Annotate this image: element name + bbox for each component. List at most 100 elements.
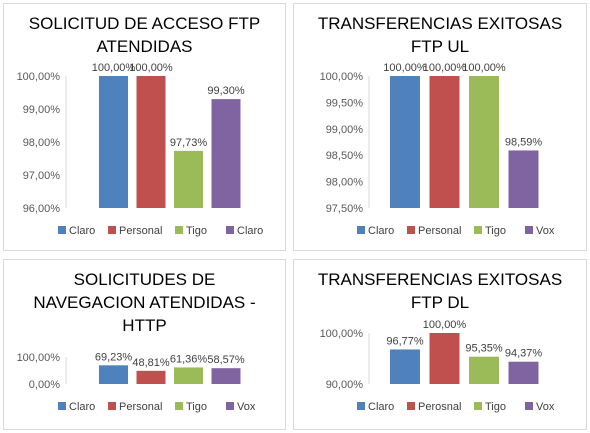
data-label: 98,59%	[505, 136, 543, 148]
chart-plot: 90,00% 100,00% 96,77% 100,00% 95,35% 94,37% Cl…	[320, 319, 555, 413]
y-tick-label: 96,00%	[23, 203, 61, 215]
legend-label: Tigo	[186, 225, 207, 237]
data-label: 97,73%	[170, 137, 208, 149]
chart-title-line: FTP UL	[410, 37, 470, 56]
chart-title: SOLICITUD DE ACCESO FTP ATENDIDAS	[4, 12, 285, 58]
bar-vox	[508, 150, 539, 208]
legend-label: Tigo	[485, 401, 506, 413]
chart-title-line: ATENDIDAS	[96, 37, 193, 56]
data-label: 100,00%	[383, 62, 427, 74]
legend-swatch	[58, 402, 66, 410]
data-label: 100,00%	[423, 62, 467, 74]
data-label: 61,36%	[170, 353, 208, 365]
legend-label: Tigo	[186, 401, 207, 413]
legend-label: Vox	[536, 401, 555, 413]
y-tick-label: 100,00%	[320, 328, 364, 340]
y-tick-label: 99,50%	[326, 97, 364, 109]
chart-plot: 96,00%97,00%98,00%99,00%100,00%100,00%10…	[17, 62, 264, 237]
legend-label: Claro	[237, 225, 263, 237]
data-label: 100,00%	[423, 319, 467, 331]
bar-claro	[99, 76, 128, 208]
bar-tigo	[174, 367, 203, 384]
y-tick-label: 98,00%	[23, 137, 61, 149]
bar-tigo	[174, 150, 203, 208]
bar-perosnal	[429, 333, 460, 384]
legend-swatch	[58, 226, 66, 234]
bar-tigo	[469, 356, 499, 384]
data-label: 100,00%	[129, 62, 173, 74]
legend-swatch	[108, 226, 116, 234]
chart-panel-ftp-ul: TRANSFERENCIAS EXITOSAS FTP UL 97,50% 98,…	[293, 3, 587, 251]
legend-swatch	[407, 226, 415, 234]
chart-title-line: TRANSFERENCIAS EXITOSAS	[317, 270, 563, 289]
bar-vox	[211, 368, 241, 384]
data-label: 100,00%	[462, 62, 506, 74]
bar-personal	[136, 76, 166, 208]
data-label: 99,30%	[207, 85, 245, 97]
y-tick-label: 98,00%	[326, 177, 364, 189]
data-label: 69,23%	[95, 351, 133, 363]
data-label: 94,37%	[505, 348, 543, 360]
y-tick-label: 100,00%	[17, 71, 61, 83]
legend-swatch	[108, 402, 116, 410]
legend-label: Tigo	[485, 225, 506, 237]
data-label: 96,77%	[386, 335, 424, 347]
legend-swatch	[175, 402, 183, 410]
bar-personal	[136, 370, 166, 384]
chart-title: TRANSFERENCIAS EXITOSAS FTP DL	[294, 268, 586, 314]
chart-title-line: SOLICITUD DE ACCESO FTP	[28, 14, 261, 33]
legend-label: Personal	[418, 225, 461, 237]
legend-swatch	[226, 402, 234, 410]
legend-label: Personal	[119, 225, 162, 237]
y-tick-label: 99,00%	[326, 124, 364, 136]
bar-tigo	[469, 76, 499, 208]
data-label: 100,00%	[92, 62, 136, 74]
chart-title-line: TRANSFERENCIAS EXITOSAS	[317, 14, 563, 33]
chart-panel-ftp-dl: TRANSFERENCIAS EXITOSAS FTP DL 90,00% 100…	[293, 259, 587, 430]
legend-swatch	[525, 402, 533, 410]
data-label: 58,57%	[207, 354, 245, 366]
y-tick-label: 99,00%	[23, 104, 61, 116]
legend-swatch	[474, 402, 482, 410]
bar-personal	[429, 76, 460, 208]
legend-label: Vox	[237, 401, 256, 413]
legend-swatch	[226, 226, 234, 234]
legend-label: Claro	[368, 225, 394, 237]
chart-panel-http: SOLICITUDES DE NAVEGACION ATENDIDAS - HT…	[3, 259, 286, 430]
y-tick-label: 98,50%	[326, 150, 364, 162]
legend-swatch	[407, 402, 415, 410]
chart-title: TRANSFERENCIAS EXITOSAS FTP UL	[294, 12, 586, 58]
chart-plot: 0,00% 100,00% 69,23% 48,81% 61,36% 58,57% Clar…	[17, 351, 256, 413]
legend-swatch	[357, 226, 365, 234]
chart-title-line: SOLICITUDES DE	[73, 270, 216, 289]
y-tick-label: 90,00%	[326, 379, 364, 391]
legend-swatch	[357, 402, 365, 410]
y-tick-label: 97,50%	[326, 203, 364, 215]
y-tick-label: 97,00%	[23, 170, 61, 182]
chart-title: SOLICITUDES DE NAVEGACION ATENDIDAS - HT…	[4, 268, 285, 337]
legend-label: Perosnal	[418, 401, 461, 413]
chart-title-line: NAVEGACION ATENDIDAS -	[33, 293, 256, 312]
legend-swatch	[175, 226, 183, 234]
bar-vox	[508, 361, 539, 384]
legend-swatch	[525, 226, 533, 234]
chart-title-line: HTTP	[122, 316, 167, 335]
legend-label: Claro	[69, 225, 95, 237]
bar-claro	[390, 76, 420, 208]
data-label: 48,81%	[132, 357, 170, 369]
chart-title-line: FTP DL	[410, 293, 470, 312]
data-label: 95,35%	[465, 343, 503, 355]
legend-swatch	[474, 226, 482, 234]
legend-label: Claro	[368, 401, 394, 413]
legend-label: Claro	[69, 401, 95, 413]
y-tick-label: 100,00%	[17, 352, 61, 364]
bar-claro	[211, 99, 241, 208]
legend-label: Personal	[119, 401, 162, 413]
chart-plot: 97,50%98,00%98,50%99,00%99,50%100,00%100…	[320, 62, 555, 237]
chart-panel-acceso-ftp: SOLICITUD DE ACCESO FTP ATENDIDAS 96,00%…	[3, 3, 286, 251]
bar-claro	[390, 349, 420, 384]
y-tick-label: 0,00%	[29, 379, 60, 391]
y-tick-label: 100,00%	[320, 71, 364, 83]
bar-claro	[99, 365, 128, 384]
legend-label: Vox	[536, 225, 555, 237]
